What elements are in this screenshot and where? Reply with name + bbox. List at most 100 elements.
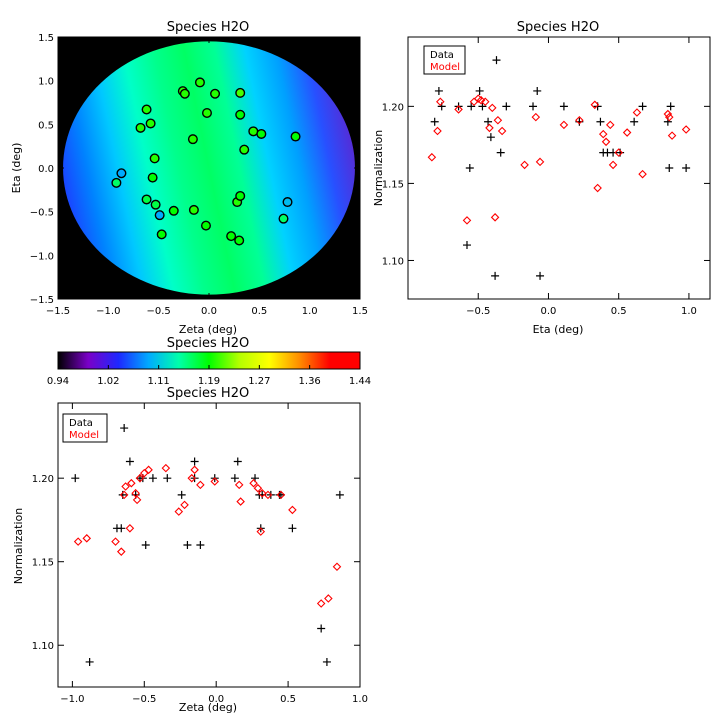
eta-plot-model-point xyxy=(476,95,486,105)
zeta-plot-data-point xyxy=(71,474,80,483)
eta-plot-xtick-label: −0.5 xyxy=(466,306,490,317)
eta-plot-model-point xyxy=(485,123,494,133)
eta-plot-model-point xyxy=(608,160,618,170)
zeta-plot-data-point xyxy=(125,457,134,466)
zeta-plot-data-point xyxy=(335,490,344,499)
eta-plot-data-point xyxy=(529,102,538,111)
map-point xyxy=(156,229,167,240)
colorbar-tick-label: 1.11 xyxy=(148,376,170,387)
eta-plot-model-point xyxy=(490,213,500,222)
zeta-plot-data-point xyxy=(163,474,172,483)
map-ytick-label: 0.0 xyxy=(38,164,54,175)
map-xtick-label: −1.0 xyxy=(96,306,120,317)
map-point xyxy=(200,220,211,231)
map-point xyxy=(210,88,221,99)
map-ytick-label: −0.5 xyxy=(30,208,54,219)
eta-plot-model-point xyxy=(480,97,490,107)
eta-plot-model-point xyxy=(663,109,673,119)
zeta-legend-model: Model xyxy=(69,430,99,441)
colorbar-tick-label: 1.44 xyxy=(349,376,371,387)
map-title: Species H2O xyxy=(167,20,249,35)
map-xtick-label: −0.5 xyxy=(147,306,171,317)
colorbar-tick-label: 1.19 xyxy=(198,376,220,387)
zeta-plot-model-point xyxy=(144,465,153,475)
map-point xyxy=(235,190,246,201)
colorbar-ticks: 0.94 1.02 1.11 1.19 1.27 1.36 1.44 xyxy=(47,365,371,387)
zeta-plot-model-point xyxy=(111,537,120,546)
zeta-plot-model-point xyxy=(132,495,142,505)
zeta-plot-legend: Data Model xyxy=(62,413,108,443)
map-point xyxy=(145,118,156,129)
zeta-plot-xtick-label: 0.0 xyxy=(208,694,224,705)
map-point xyxy=(239,144,250,155)
zeta-plot-data-point xyxy=(196,541,205,549)
zeta-plot-model-point xyxy=(135,473,145,483)
zeta-plot-background xyxy=(58,403,360,687)
map-point xyxy=(234,235,245,246)
eta-plot-xtick-label: 1.0 xyxy=(681,306,697,317)
eta-plot-model-point xyxy=(590,100,600,110)
eta-plot: −0.5 0.0 0.5 1.0 1.10 1.15 1.20 xyxy=(382,36,711,317)
map-point xyxy=(187,134,198,145)
eta-plot-model-point xyxy=(605,120,615,130)
colorbar-tick-label: 1.36 xyxy=(299,376,321,387)
zeta-legend-data: Data xyxy=(69,418,93,429)
zeta-plot-model-point xyxy=(190,465,199,475)
eta-plot-model-point xyxy=(427,152,437,162)
map-point xyxy=(147,172,158,183)
eta-plot-model-point xyxy=(681,125,691,134)
colorbar-title: Species H2O xyxy=(167,336,249,351)
map-field-gradient xyxy=(63,41,355,295)
zeta-plot-ytick-label: 1.10 xyxy=(32,641,54,652)
zeta-plot-panel: Species H2O −1.0 −0.5 0.0 0.5 1.0 1.10 1.15 1.2… xyxy=(12,386,368,714)
eta-plot-data-point xyxy=(533,86,542,95)
eta-plot-model-point xyxy=(664,112,674,122)
zeta-plot-model-point xyxy=(253,483,263,493)
map-ytick-label: −1.5 xyxy=(30,295,54,306)
zeta-plot-model-point xyxy=(236,497,245,506)
map-point xyxy=(168,205,179,216)
map-ytick-label: 1.5 xyxy=(38,33,54,44)
eta-plot-model-point xyxy=(598,129,608,139)
map-point xyxy=(235,109,246,120)
eta-plot-model-point xyxy=(436,97,445,107)
map-point xyxy=(149,153,160,164)
zeta-legend-box xyxy=(62,413,108,443)
eta-plot-data-point xyxy=(465,164,474,172)
zeta-plot-model-point xyxy=(210,477,220,486)
zeta-plot-model-point xyxy=(119,490,129,500)
eta-plot-model-point xyxy=(531,112,541,122)
map-point xyxy=(188,204,199,215)
eta-plot-data-point xyxy=(462,241,471,250)
eta-plot-title: Species H2O xyxy=(517,20,599,35)
eta-plot-ylabel: Normalization xyxy=(372,130,385,206)
eta-plot-data-point xyxy=(502,102,511,111)
zeta-plot-model-point xyxy=(332,562,342,571)
map-point xyxy=(141,104,152,115)
map-xtick-label: 0.0 xyxy=(201,306,217,317)
map-point xyxy=(226,231,237,242)
zeta-plot-data-point xyxy=(322,657,331,666)
colorbar-tick-label: 1.27 xyxy=(248,376,270,387)
eta-plot-model-point xyxy=(622,128,632,137)
map-xlabel: Zeta (deg) xyxy=(179,323,237,336)
zeta-plot-xtick-label: 1.0 xyxy=(352,694,368,705)
map-xtick-label: 1.0 xyxy=(302,306,318,317)
map-point xyxy=(194,77,205,88)
zeta-plot-data-point xyxy=(141,541,150,549)
eta-plot-model-point xyxy=(535,157,545,167)
eta-plot-model-point xyxy=(559,120,569,130)
eta-plot-model-point xyxy=(462,216,472,225)
zeta-plot-title: Species H2O xyxy=(167,386,249,401)
zeta-plot-model-point xyxy=(187,473,197,483)
map-axes: −1.5 −1.0 −0.5 0.0 0.5 1.0 1.5 −1.5 −1.0 −0.5 0.0 0… xyxy=(30,33,368,317)
eta-plot-legend: Data Model xyxy=(423,45,466,75)
eta-legend-box xyxy=(423,45,466,75)
eta-plot-model-point xyxy=(575,115,584,125)
map-point xyxy=(135,122,146,133)
eta-legend-data: Data xyxy=(430,50,454,61)
eta-plot-data-point xyxy=(484,117,493,126)
colorbar-tick-label: 0.94 xyxy=(47,376,69,387)
eta-legend-model: Model xyxy=(430,62,460,73)
zeta-plot-data-point xyxy=(317,624,326,633)
